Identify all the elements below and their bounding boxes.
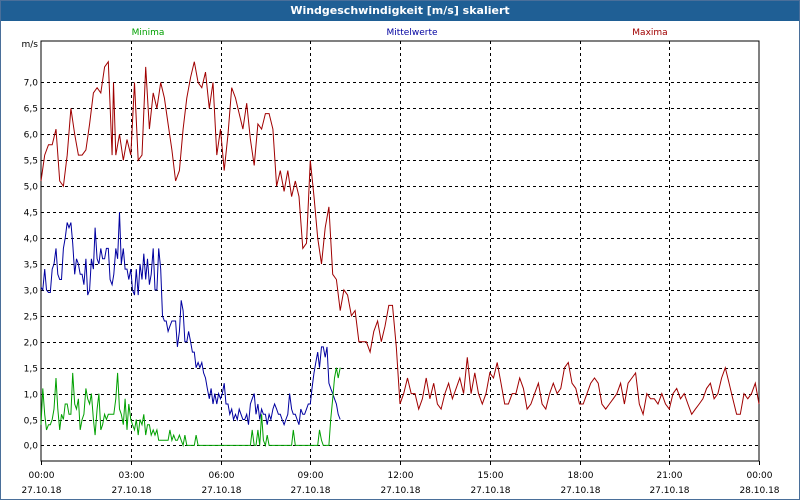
y-tick-label: 1,0 [24,391,39,401]
y-tick-label: 0,0 [24,442,39,452]
y-tick-label: 5,0 [24,183,39,193]
y-tick-label: 1,5 [24,365,38,375]
x-tick-time: 06:00 [209,471,235,481]
x-tick-time: 00:00 [747,471,773,481]
y-tick-label: 3,5 [24,261,38,271]
x-tick-time: 09:00 [298,471,324,481]
legend-item-minima: Minima [132,28,165,38]
series-line-mittelwerte [40,212,341,427]
x-tick-time: 21:00 [657,471,683,481]
x-tick-date: 27.10.18 [470,486,510,496]
x-tick-time: 15:00 [478,471,504,481]
x-tick-time: 00:00 [29,471,55,481]
y-tick-label: 6,5 [24,105,38,115]
x-tick-date: 27.10.18 [649,486,689,496]
series-line-maxima [40,60,760,417]
y-tick-label: 4,5 [24,209,38,219]
x-tick-date: 27.10.18 [290,486,330,496]
x-tick-date: 27.10.18 [111,486,151,496]
y-tick-label: 0,5 [24,417,38,427]
y-tick-label: 5,5 [24,157,38,167]
y-tick-label: 7,0 [24,79,39,89]
series-line-minima [40,367,341,448]
legend-item-maxima: Maxima [632,28,667,38]
x-tick-date: 27.10.18 [21,486,61,496]
y-tick-label: 4,0 [24,235,39,245]
x-tick-time: 03:00 [119,471,145,481]
x-tick-date: 27.10.18 [201,486,241,496]
x-tick-time: 18:00 [568,471,594,481]
y-tick-label: 6,0 [24,131,39,141]
y-tick-label: 2,5 [24,313,38,323]
window-title: Windgeschwindigkeit [m/s] skaliert [1,1,799,21]
x-tick-time: 12:00 [388,471,414,481]
y-tick-label: 3,0 [24,287,39,297]
legend-item-mittelwerte: Mittelwerte [386,28,437,38]
x-tick-date: 27.10.18 [380,486,420,496]
y-tick-label: 2,0 [24,339,39,349]
x-tick-date: 28.10.18 [739,486,779,496]
x-tick-date: 27.10.18 [560,486,600,496]
y-axis-unit: m/s [22,40,39,50]
